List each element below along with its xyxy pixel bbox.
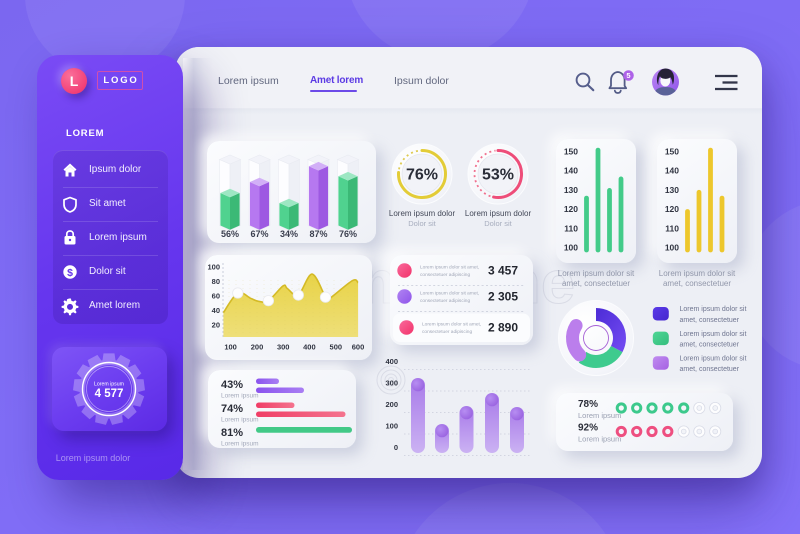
svg-text:400: 400 bbox=[303, 343, 316, 352]
svg-text:87%: 87% bbox=[309, 229, 327, 239]
svg-text:150: 150 bbox=[564, 147, 578, 157]
svg-text:56%: 56% bbox=[221, 229, 239, 239]
svg-text:Lorem ipsum: Lorem ipsum bbox=[578, 435, 621, 444]
svg-text:Lorem ipsum dolor sit amet,: Lorem ipsum dolor sit amet, bbox=[422, 322, 481, 328]
svg-text:Lorem ipsum dolor sit: Lorem ipsum dolor sit bbox=[680, 306, 747, 313]
svg-text:500: 500 bbox=[330, 343, 343, 352]
svg-text:amet, consectetuer: amet, consectetuer bbox=[680, 366, 740, 373]
svg-text:200: 200 bbox=[385, 400, 398, 409]
svg-text:Lorem ipsum: Lorem ipsum bbox=[221, 441, 259, 448]
svg-text:2 890: 2 890 bbox=[488, 321, 518, 335]
svg-text:Lorem ipsum: Lorem ipsum bbox=[578, 411, 621, 420]
svg-text:5: 5 bbox=[626, 71, 630, 80]
svg-text:Lorem ipsum: Lorem ipsum bbox=[221, 393, 259, 400]
svg-text:amet, consectetuer: amet, consectetuer bbox=[680, 342, 740, 349]
svg-text:100: 100 bbox=[207, 263, 220, 272]
svg-text:300: 300 bbox=[277, 343, 290, 352]
svg-text:$: $ bbox=[67, 267, 73, 279]
svg-text:81%: 81% bbox=[221, 427, 243, 439]
svg-text:110: 110 bbox=[665, 223, 679, 233]
svg-text:0: 0 bbox=[394, 443, 398, 452]
svg-text:Lorem ipsum: Lorem ipsum bbox=[221, 417, 259, 424]
svg-text:130: 130 bbox=[564, 185, 578, 195]
svg-text:100: 100 bbox=[224, 343, 237, 352]
svg-text:100: 100 bbox=[665, 243, 679, 253]
svg-text:110: 110 bbox=[564, 223, 578, 233]
svg-text:consectetuer adipiscing: consectetuer adipiscing bbox=[420, 298, 470, 304]
svg-text:78%: 78% bbox=[578, 399, 598, 410]
svg-text:40: 40 bbox=[212, 306, 220, 315]
svg-text:Lorem ipsum dolor sit amet,: Lorem ipsum dolor sit amet, bbox=[420, 265, 479, 271]
svg-text:Lorem ipsum dolor sit: Lorem ipsum dolor sit bbox=[680, 331, 747, 338]
svg-text:Lorem ipsum: Lorem ipsum bbox=[94, 382, 124, 388]
svg-text:140: 140 bbox=[665, 166, 679, 176]
svg-text:400: 400 bbox=[385, 357, 398, 366]
svg-text:76%: 76% bbox=[339, 229, 357, 239]
svg-text:600: 600 bbox=[352, 343, 365, 352]
svg-text:20: 20 bbox=[212, 321, 220, 330]
svg-text:2 305: 2 305 bbox=[488, 290, 518, 304]
svg-text:92%: 92% bbox=[578, 423, 598, 434]
svg-text:3 457: 3 457 bbox=[488, 264, 518, 278]
svg-text:120: 120 bbox=[665, 204, 679, 214]
svg-text:100: 100 bbox=[564, 243, 578, 253]
svg-text:amet, consectetuer: amet, consectetuer bbox=[680, 317, 740, 324]
svg-text:150: 150 bbox=[665, 147, 679, 157]
svg-text:80: 80 bbox=[212, 277, 220, 286]
svg-text:34%: 34% bbox=[280, 229, 298, 239]
svg-text:200: 200 bbox=[251, 343, 264, 352]
svg-text:300: 300 bbox=[385, 379, 398, 388]
svg-text:Lorem ipsum dolor sit: Lorem ipsum dolor sit bbox=[680, 355, 747, 362]
svg-text:60: 60 bbox=[212, 292, 220, 301]
svg-text:120: 120 bbox=[564, 204, 578, 214]
svg-text:130: 130 bbox=[665, 185, 679, 195]
svg-text:100: 100 bbox=[385, 422, 398, 431]
svg-text:consectetuer adipiscing: consectetuer adipiscing bbox=[422, 329, 472, 335]
svg-text:67%: 67% bbox=[250, 229, 268, 239]
svg-text:74%: 74% bbox=[221, 403, 243, 415]
svg-text:140: 140 bbox=[564, 166, 578, 176]
svg-text:Lorem ipsum dolor sit amet,: Lorem ipsum dolor sit amet, bbox=[420, 291, 479, 297]
svg-text:43%: 43% bbox=[221, 379, 243, 391]
svg-text:4 577: 4 577 bbox=[95, 388, 124, 400]
svg-text:76%: 76% bbox=[406, 166, 438, 183]
svg-text:53%: 53% bbox=[482, 166, 514, 183]
svg-text:consectetuer adipiscing: consectetuer adipiscing bbox=[420, 272, 470, 278]
